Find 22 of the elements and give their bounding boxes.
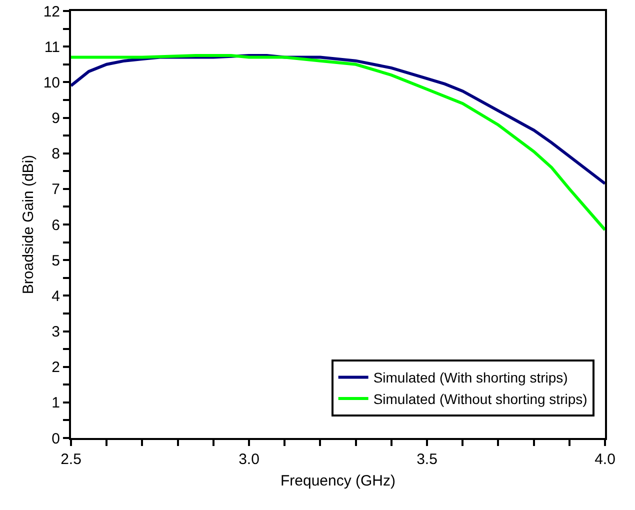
y-tick-label: 12 (43, 3, 60, 20)
y-tick-label: 1 (52, 394, 60, 412)
y-tick-label: 9 (52, 110, 60, 127)
y-tick-label: 7 (52, 181, 60, 198)
x-tick-label: 3.0 (238, 451, 260, 468)
y-tick-label: 3 (52, 324, 60, 340)
x-tick-label: 3.5 (416, 451, 438, 468)
y-tick-label: 10 (43, 74, 60, 92)
y-tick-label: 8 (52, 146, 60, 163)
x-axis-title: Frequency (GHz) (280, 472, 396, 490)
y-tick-label: 0 (52, 430, 60, 448)
y-axis-title: Broadside Gain (dBi) (20, 154, 38, 294)
y-tick-label: 4 (52, 288, 60, 305)
legend-label: Simulated (With shorting strips) (373, 370, 568, 386)
y-tick-label: 2 (52, 359, 60, 376)
y-tick-label: 11 (44, 38, 60, 56)
y-tick-label: 5 (52, 252, 60, 270)
y-tick-label: 6 (52, 216, 60, 234)
x-tick-label: 2.5 (60, 451, 82, 468)
x-tick-label: 4.0 (594, 451, 616, 468)
legend-label: Simulated (Without shorting strips) (373, 390, 588, 407)
line-series (71, 54, 605, 232)
